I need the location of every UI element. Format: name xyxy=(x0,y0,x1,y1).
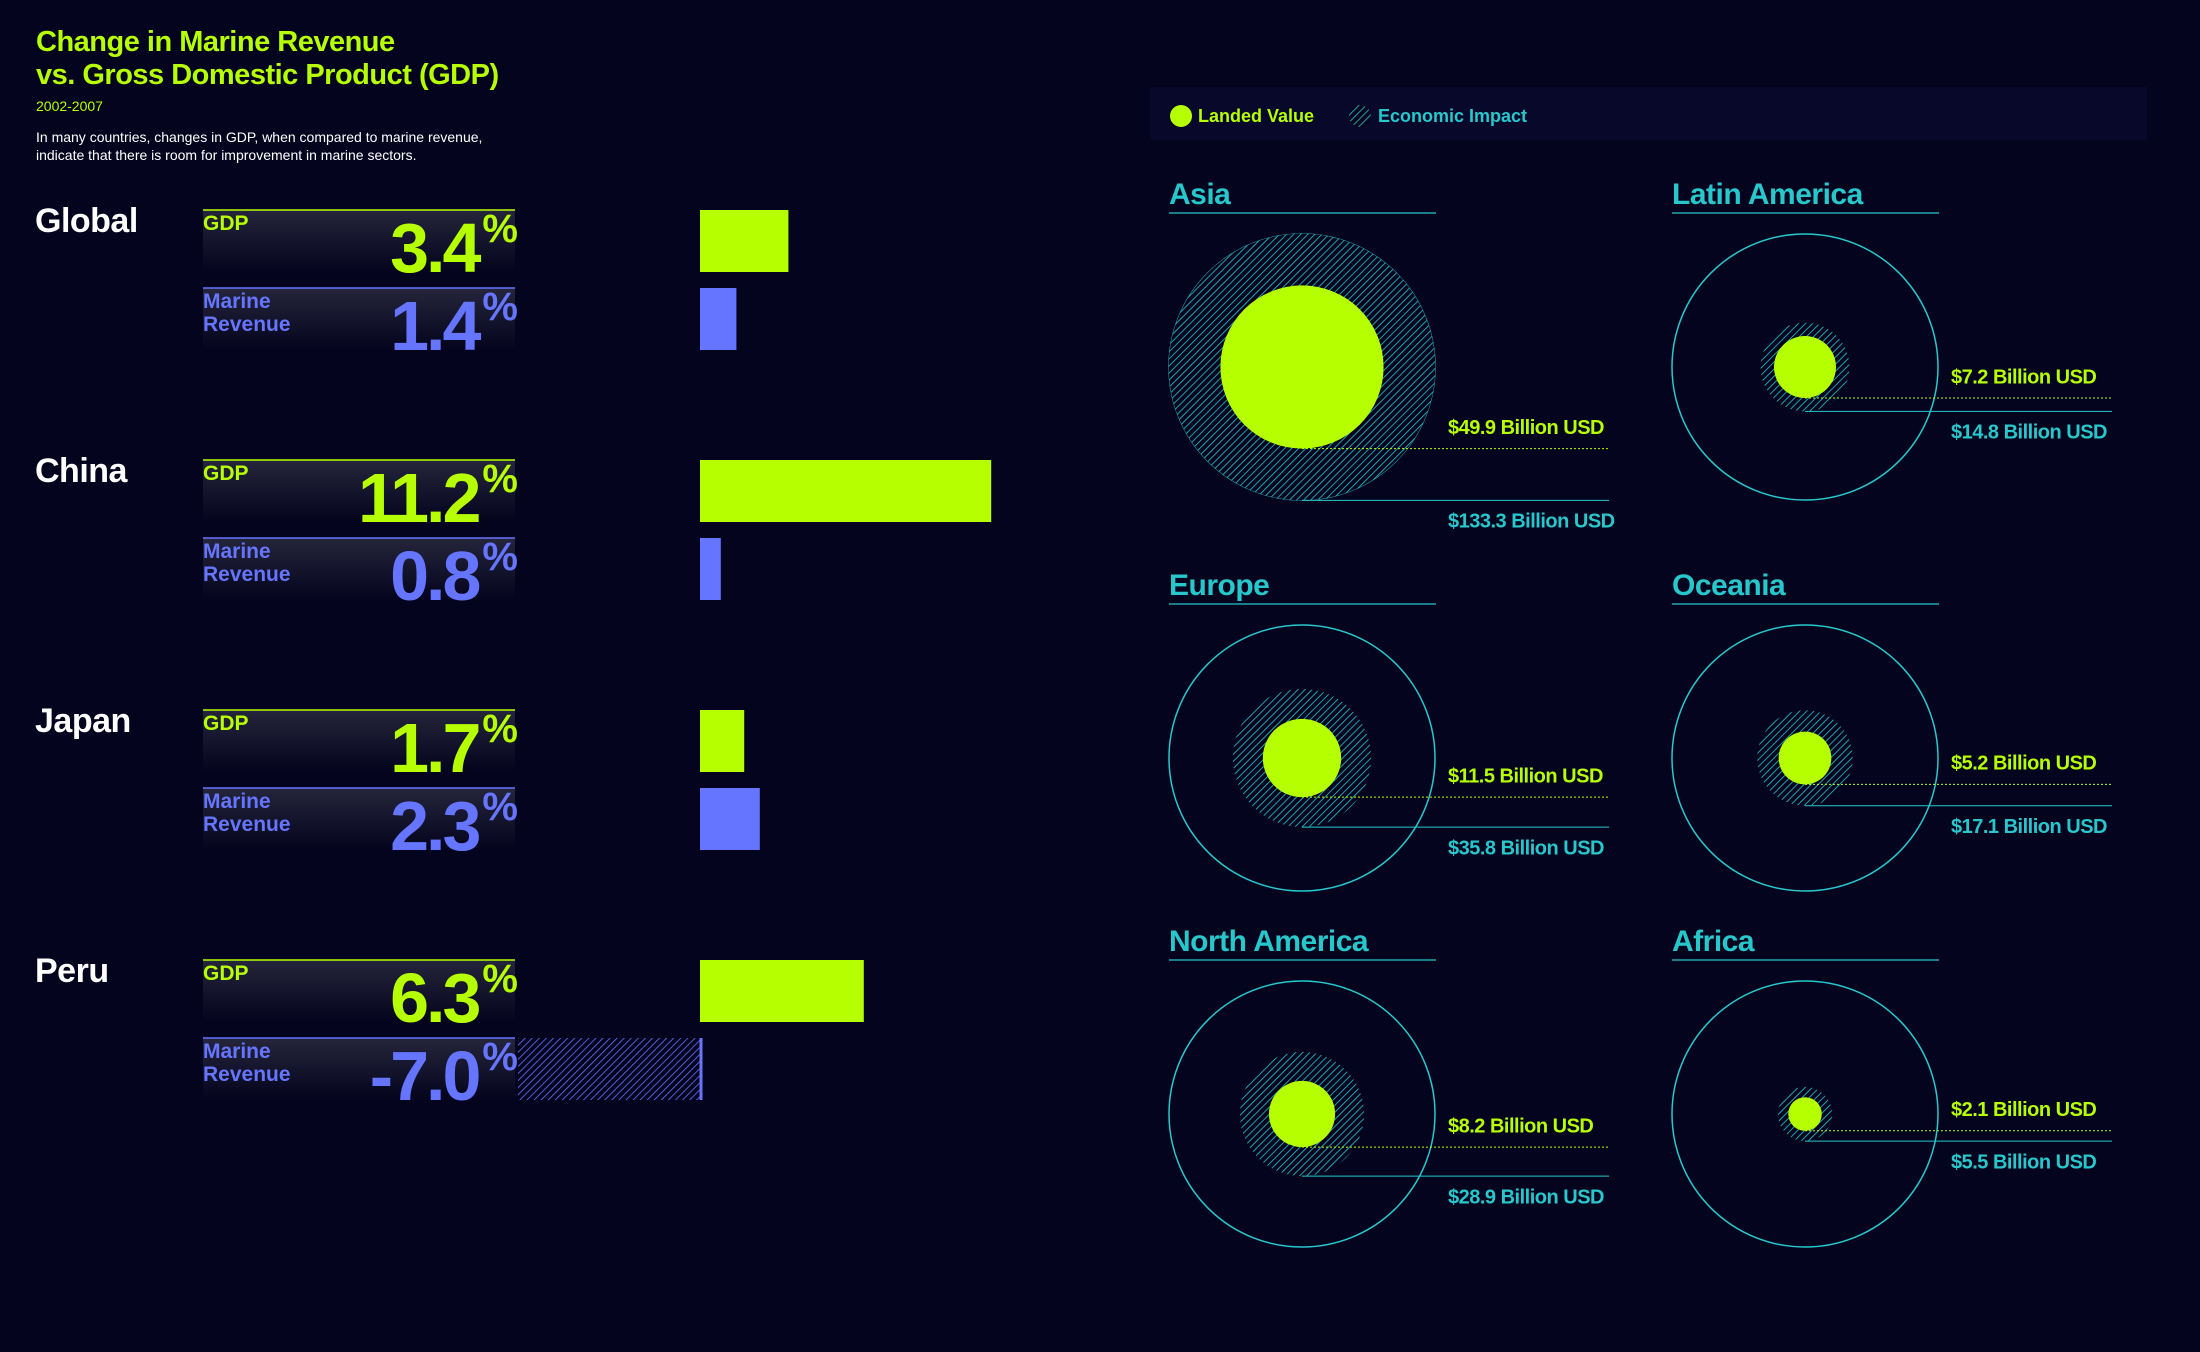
legend-label: Landed Value xyxy=(1198,106,1314,126)
legend-swatch xyxy=(1349,105,1371,127)
value-block xyxy=(203,788,515,850)
landed-value-bubble xyxy=(1262,718,1342,798)
value-block xyxy=(203,538,515,600)
region-title: Asia xyxy=(1169,178,1231,211)
bar xyxy=(700,960,864,1022)
legend-label: Economic Impact xyxy=(1378,106,1527,126)
value-block xyxy=(203,288,515,350)
value-label: $11.5 Billion USD xyxy=(1448,765,1603,787)
series-label: GDP xyxy=(203,712,249,735)
region-title: Africa xyxy=(1672,925,1755,958)
bar xyxy=(700,460,992,522)
bar xyxy=(700,288,737,350)
country-label: Japan xyxy=(35,702,131,740)
value-label: $5.2 Billion USD xyxy=(1951,753,2096,775)
bar xyxy=(700,538,721,600)
value-label: 3.4% xyxy=(390,207,517,287)
reference-ring xyxy=(1671,233,1939,501)
series-label: GDP xyxy=(203,212,249,235)
bar xyxy=(518,1038,700,1100)
reference-ring xyxy=(1671,980,1939,1248)
region-title: Europe xyxy=(1169,569,1269,602)
value-label: 1.7% xyxy=(390,707,517,787)
landed-value-bubble xyxy=(1778,731,1832,785)
value-label: 1.4% xyxy=(390,285,517,365)
value-label: $14.8 Billion USD xyxy=(1951,422,2107,444)
reference-ring xyxy=(1168,624,1436,892)
chart-description: In many countries, changes in GDP, when … xyxy=(36,129,483,163)
landed-value-bubble xyxy=(1220,285,1384,449)
series-label: Marine Revenue xyxy=(203,790,291,836)
landed-value-bubble xyxy=(1788,1097,1822,1131)
landed-value-bubble xyxy=(1268,1080,1336,1148)
value-label: $133.3 Billion USD xyxy=(1448,511,1615,533)
value-label: $5.5 Billion USD xyxy=(1951,1151,2096,1173)
country-label: China xyxy=(35,452,127,490)
value-label: $28.9 Billion USD xyxy=(1448,1186,1604,1208)
value-block xyxy=(203,210,515,272)
value-block xyxy=(203,1038,515,1100)
country-label: Peru xyxy=(35,952,109,990)
value-label: $35.8 Billion USD xyxy=(1448,837,1604,859)
value-label: $8.2 Billion USD xyxy=(1448,1115,1593,1137)
chart-subtitle: 2002-2007 xyxy=(36,98,103,114)
legend-swatch xyxy=(1170,105,1192,127)
value-label: $17.1 Billion USD xyxy=(1951,816,2107,838)
value-label: $2.1 Billion USD xyxy=(1951,1099,2096,1121)
chart-title: Change in Marine Revenue vs. Gross Domes… xyxy=(36,26,499,91)
value-block xyxy=(203,460,515,522)
series-label: GDP xyxy=(203,962,249,985)
bar xyxy=(700,210,789,272)
value-block xyxy=(203,960,515,1022)
value-block xyxy=(203,710,515,772)
value-label: 2.3% xyxy=(390,785,517,865)
landed-value-bubble xyxy=(1774,336,1836,398)
series-label: Marine Revenue xyxy=(203,290,291,336)
value-label: 6.3% xyxy=(390,957,517,1037)
series-label: Marine Revenue xyxy=(203,1040,291,1086)
value-label: 0.8% xyxy=(390,535,517,615)
value-label: -7.0% xyxy=(370,1035,518,1115)
country-label: Global xyxy=(35,202,138,240)
reference-ring xyxy=(1671,624,1939,892)
legend-box xyxy=(1150,87,2147,140)
reference-ring xyxy=(1168,980,1436,1248)
series-label: GDP xyxy=(203,462,249,485)
region-title: Latin America xyxy=(1672,178,1864,211)
value-label: $7.2 Billion USD xyxy=(1951,366,2096,388)
bar xyxy=(700,788,760,850)
region-title: North America xyxy=(1169,925,1369,958)
value-label: $49.9 Billion USD xyxy=(1448,417,1604,439)
value-label: 11.2% xyxy=(358,457,517,537)
bar xyxy=(700,710,745,772)
region-title: Oceania xyxy=(1672,569,1786,602)
series-label: Marine Revenue xyxy=(203,540,291,586)
